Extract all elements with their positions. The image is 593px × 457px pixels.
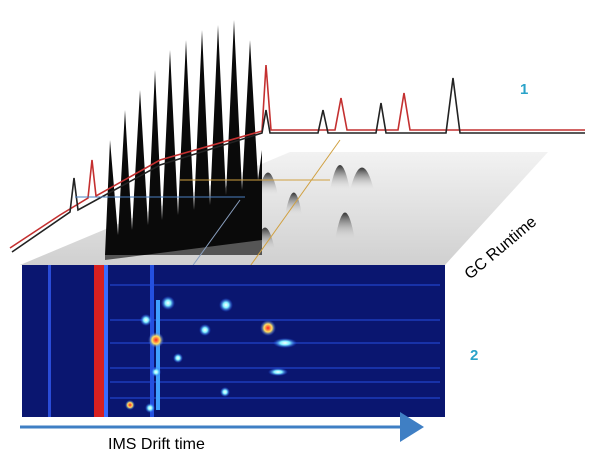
axis-label: IMS Drift time [108, 436, 205, 453]
panel-label: 2 [470, 347, 478, 364]
surface-plane [20, 152, 548, 265]
chromatogram [9, 64, 585, 253]
heatmap [22, 265, 445, 417]
dense-peaks [105, 20, 262, 260]
panel-label: 1 [520, 81, 528, 98]
